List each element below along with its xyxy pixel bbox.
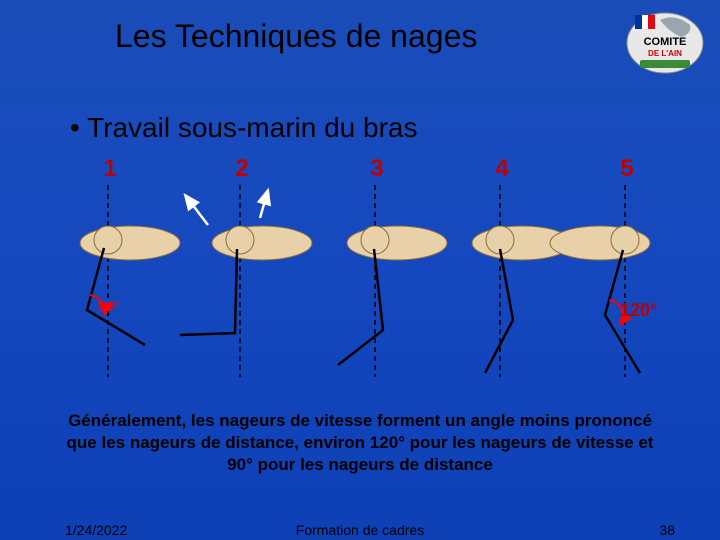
bullet-heading: • Travail sous-marin du bras (70, 112, 417, 144)
stage-5 (550, 185, 650, 377)
footer-center: Formation de cadres (0, 522, 720, 538)
angle-90-label: 90° (98, 298, 119, 314)
committee-logo: COMITE DE L'AIN (620, 5, 710, 80)
stage-4 (472, 185, 572, 377)
angle-120-label: 120° (620, 300, 657, 321)
page-title: Les Techniques de nages (115, 18, 477, 55)
stage-3 (338, 185, 447, 377)
arm-diagram: 1 2 3 4 5 90° 120° (60, 155, 660, 385)
description-text: Généralement, les nageurs de vitesse for… (60, 410, 660, 476)
stage-number-3: 3 (367, 155, 387, 183)
stage-number-5: 5 (617, 155, 637, 183)
stage-number-1: 1 (100, 155, 120, 183)
svg-text:COMITE: COMITE (644, 36, 687, 48)
stage-1 (80, 185, 180, 377)
svg-text:DE L'AIN: DE L'AIN (648, 49, 682, 58)
stage-number-2: 2 (232, 155, 252, 183)
footer-page: 38 (659, 522, 675, 538)
stage-2 (180, 185, 312, 377)
stage-number-4: 4 (492, 155, 512, 183)
